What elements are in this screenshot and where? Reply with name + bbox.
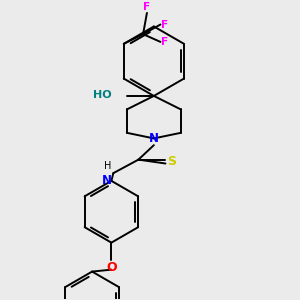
Text: S: S <box>167 155 176 168</box>
Text: HO: HO <box>93 90 111 100</box>
Text: F: F <box>161 37 169 47</box>
Text: F: F <box>143 2 151 12</box>
Text: F: F <box>161 20 169 29</box>
Text: N: N <box>149 132 159 145</box>
Text: N: N <box>102 174 112 187</box>
Text: O: O <box>106 261 117 274</box>
Text: H: H <box>104 161 111 171</box>
